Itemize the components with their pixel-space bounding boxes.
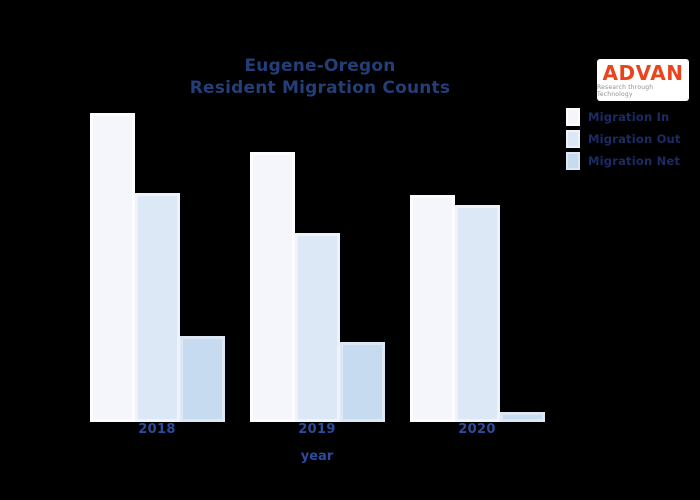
legend-item-migration-out: Migration Out <box>566 130 681 148</box>
legend-label-migration-net: Migration Net <box>588 154 681 168</box>
bar-migration-in-2018 <box>89 113 135 422</box>
bar-migration-out-2019 <box>294 233 340 422</box>
bar-migration-net-2020 <box>499 412 545 422</box>
legend-item-migration-in: Migration In <box>566 108 681 126</box>
advan-logo-tagline: Research through Technology <box>597 83 654 98</box>
chart-title-line2: Resident Migration Counts <box>189 78 451 98</box>
bar-migration-out-2018 <box>134 193 180 422</box>
advan-logo: ADVAN Research through Technology <box>597 59 689 101</box>
legend-swatch-migration-out <box>566 130 580 148</box>
chart-title: Eugene-Oregon Resident Migration Counts <box>80 55 560 99</box>
advan-logo-text: ADVAN <box>602 60 684 85</box>
legend: Migration In Migration Out Migration Net <box>566 108 681 170</box>
legend-label-migration-in: Migration In <box>588 110 670 124</box>
legend-swatch-migration-net <box>566 152 580 170</box>
xtick-2019: 2019 <box>298 422 336 437</box>
xtick-2020: 2020 <box>458 422 496 437</box>
bar-migration-net-2019 <box>339 342 385 422</box>
legend-swatch-migration-in <box>566 108 580 126</box>
x-axis-label: year <box>300 449 334 464</box>
chart-title-line1: Eugene-Oregon <box>244 56 396 76</box>
legend-label-migration-out: Migration Out <box>588 132 681 146</box>
legend-item-migration-net: Migration Net <box>566 152 681 170</box>
bar-migration-out-2020 <box>454 205 500 422</box>
bar-migration-in-2020 <box>409 195 455 422</box>
xtick-2018: 2018 <box>138 422 176 437</box>
bar-migration-net-2018 <box>179 336 225 422</box>
bar-migration-in-2019 <box>249 152 295 422</box>
